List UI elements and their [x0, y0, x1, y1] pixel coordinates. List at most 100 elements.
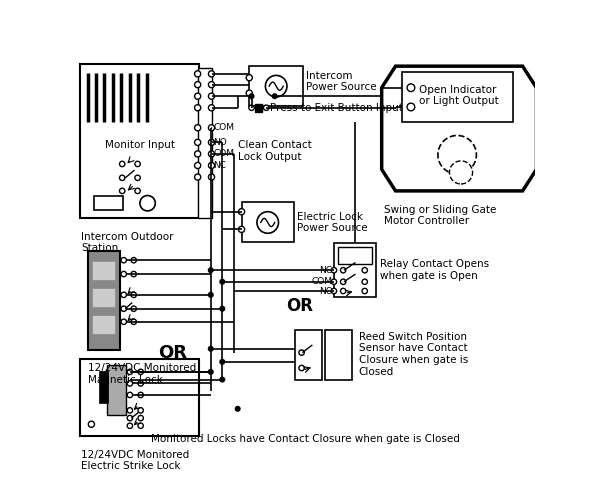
Text: Open Indicator
or Light Output: Open Indicator or Light Output [418, 84, 498, 106]
Bar [92, 261, 115, 280]
Circle shape [127, 392, 132, 398]
Text: Swing or Sliding Gate
Motor Controller: Swing or Sliding Gate Motor Controller [384, 205, 496, 227]
Circle shape [407, 103, 415, 111]
Text: Relay Contact Opens
when gate is Open: Relay Contact Opens when gate is Open [380, 260, 489, 281]
Circle shape [194, 93, 201, 100]
Circle shape [449, 161, 473, 184]
Text: Monitor Input: Monitor Input [105, 140, 175, 149]
Circle shape [138, 408, 144, 413]
Circle shape [140, 196, 156, 211]
Text: COM: COM [213, 150, 234, 158]
Circle shape [135, 188, 140, 194]
Circle shape [138, 423, 144, 428]
Bar [256, 104, 262, 112]
Circle shape [249, 105, 254, 110]
Text: OR: OR [158, 344, 187, 361]
Circle shape [194, 71, 201, 77]
Text: Intercom Outdoor
Station: Intercom Outdoor Station [82, 232, 174, 254]
Circle shape [209, 370, 213, 374]
Circle shape [209, 71, 215, 77]
Circle shape [362, 288, 368, 294]
Circle shape [209, 140, 215, 145]
Circle shape [209, 292, 213, 297]
Text: Electric Lock
Power Source: Electric Lock Power Source [297, 212, 368, 234]
Circle shape [121, 272, 126, 277]
Circle shape [121, 258, 126, 263]
Circle shape [209, 151, 215, 157]
Text: COM: COM [311, 278, 333, 286]
Circle shape [249, 94, 254, 98]
Circle shape [209, 268, 213, 272]
Circle shape [121, 306, 126, 312]
Bar [198, 68, 212, 218]
Circle shape [238, 226, 244, 232]
Circle shape [299, 350, 305, 356]
Bar [325, 330, 352, 380]
Circle shape [407, 84, 415, 92]
Bar [80, 359, 199, 436]
Circle shape [265, 76, 287, 97]
Circle shape [209, 82, 215, 87]
Bar [249, 66, 303, 106]
Circle shape [209, 346, 213, 351]
Circle shape [194, 174, 201, 180]
Circle shape [246, 74, 252, 81]
Bar [99, 371, 108, 404]
Bar [402, 72, 513, 122]
Circle shape [127, 369, 132, 374]
Circle shape [362, 268, 368, 273]
Circle shape [209, 162, 215, 168]
Circle shape [340, 279, 346, 284]
Circle shape [272, 94, 277, 98]
Text: NC: NC [319, 266, 333, 274]
Circle shape [331, 279, 337, 284]
Circle shape [138, 416, 144, 420]
Circle shape [131, 272, 136, 277]
Circle shape [119, 188, 125, 194]
Circle shape [263, 105, 269, 110]
Bar [88, 251, 120, 350]
Circle shape [119, 175, 125, 180]
Bar [296, 330, 322, 380]
Circle shape [131, 319, 136, 324]
Text: Monitored Locks have Contact Closure when gate is Closed: Monitored Locks have Contact Closure whe… [151, 434, 460, 444]
Circle shape [135, 162, 140, 166]
Text: COM: COM [213, 124, 234, 132]
Circle shape [331, 268, 337, 273]
Circle shape [438, 136, 476, 174]
Circle shape [131, 258, 136, 263]
Circle shape [119, 162, 125, 166]
Circle shape [246, 90, 252, 96]
Bar [94, 196, 123, 210]
Circle shape [331, 288, 337, 294]
Text: Intercom
Power Source: Intercom Power Source [306, 71, 377, 92]
Circle shape [209, 93, 215, 100]
Circle shape [362, 279, 368, 284]
Text: NO: NO [213, 138, 227, 147]
Circle shape [194, 124, 201, 131]
Text: 12/24VDC Monitored
Electric Strike Lock: 12/24VDC Monitored Electric Strike Lock [82, 450, 190, 471]
Circle shape [138, 392, 144, 398]
Text: Clean Contact
Lock Output: Clean Contact Lock Output [238, 140, 312, 162]
Circle shape [235, 406, 240, 411]
Circle shape [220, 377, 225, 382]
Text: NO: NO [319, 286, 333, 296]
Circle shape [194, 151, 201, 157]
Circle shape [121, 292, 126, 298]
Bar [334, 244, 376, 297]
Circle shape [127, 380, 132, 386]
Circle shape [340, 288, 346, 294]
Bar [92, 315, 115, 334]
Bar [338, 247, 372, 264]
Circle shape [194, 162, 201, 168]
Circle shape [220, 306, 225, 311]
Bar [107, 365, 126, 415]
Circle shape [127, 423, 132, 428]
Circle shape [135, 175, 140, 180]
Bar [241, 202, 294, 242]
Circle shape [138, 369, 144, 374]
Circle shape [209, 174, 215, 180]
Text: Reed Switch Position
Sensor have Contact
Closure when gate is
Closed: Reed Switch Position Sensor have Contact… [359, 332, 468, 376]
Bar [92, 288, 115, 307]
Circle shape [299, 366, 305, 370]
